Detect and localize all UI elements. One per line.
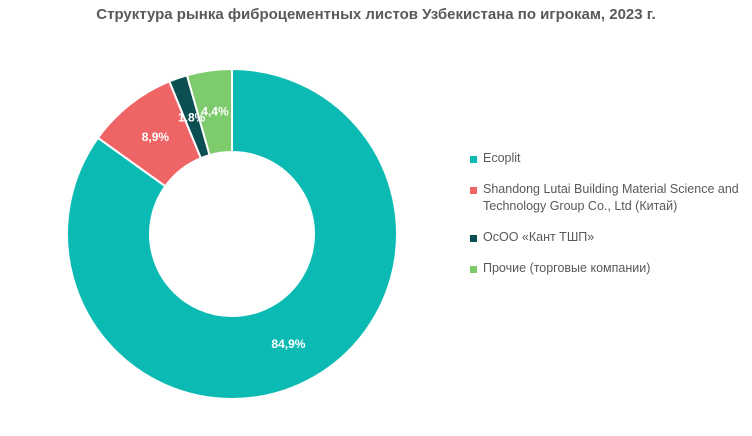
legend-label: Ecoplit [483, 151, 521, 165]
pie-slice [185, 67, 233, 157]
data-label: 84,9% [271, 337, 305, 351]
legend-item: ОсОО «Кант ТШП» [470, 229, 740, 246]
legend-label: Shandong Lutai Building Material Science… [483, 182, 739, 213]
legend-label: ОсОО «Кант ТШП» [483, 230, 595, 244]
legend-label: Прочие (торговые компании) [483, 261, 651, 275]
legend-swatch [470, 187, 477, 194]
legend-item: Ecoplit [470, 150, 740, 167]
legend-swatch [470, 156, 477, 163]
legend-item: Shandong Lutai Building Material Science… [470, 181, 740, 215]
legend-swatch [470, 235, 477, 242]
data-label: 8,9% [142, 130, 170, 144]
legend: Ecoplit Shandong Lutai Building Material… [470, 150, 740, 291]
legend-item: Прочие (торговые компании) [470, 260, 740, 277]
chart-title: Структура рынка фиброцементных листов Уз… [96, 6, 656, 23]
pie-slice [66, 67, 398, 400]
data-label: 4,4% [201, 105, 229, 119]
legend-swatch [470, 266, 477, 273]
data-label: 1,8% [178, 110, 206, 124]
